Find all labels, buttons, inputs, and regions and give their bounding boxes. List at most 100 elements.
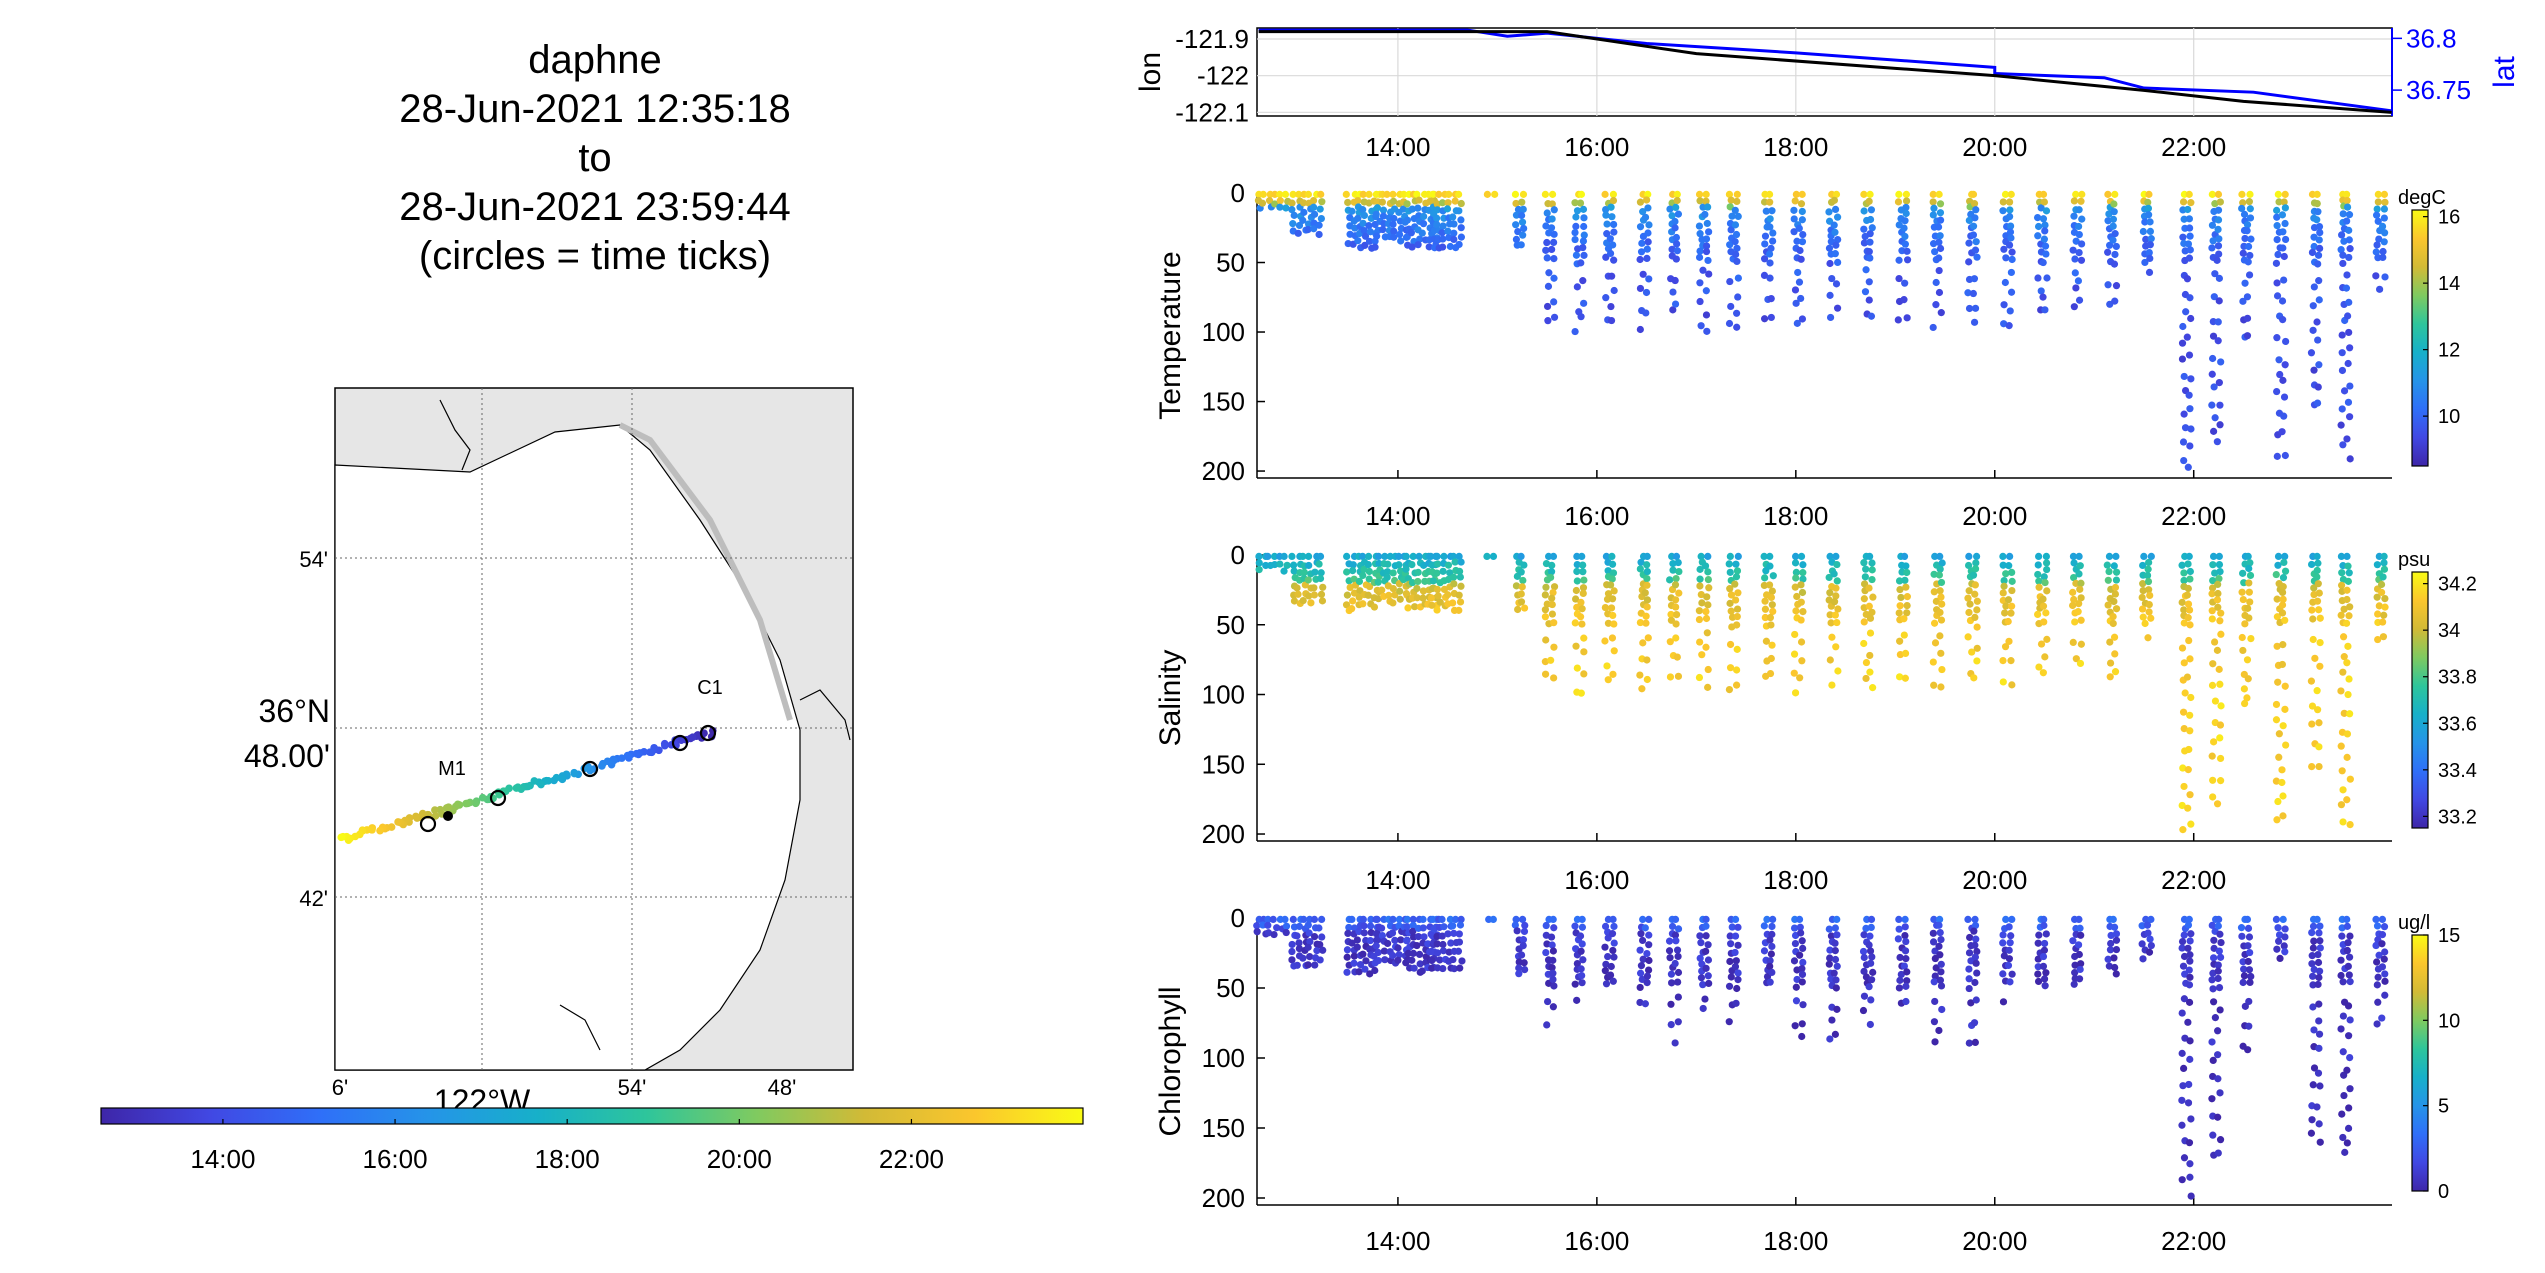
salinity-point xyxy=(1415,552,1423,560)
chlorophyll-point xyxy=(2143,921,2152,929)
salinity-point xyxy=(2034,610,2042,618)
chlorophyll-point xyxy=(1362,957,1370,965)
salinity-point xyxy=(2042,552,2050,560)
salinity-point xyxy=(1304,552,1313,560)
salinity-point xyxy=(2208,752,2216,760)
chlorophyll-point xyxy=(2343,1139,2351,1147)
chlorophyll-point xyxy=(2310,937,2318,945)
chlorophyll-point xyxy=(2034,977,2043,986)
temperature-point xyxy=(2313,318,2321,326)
temperature-point xyxy=(2247,235,2255,243)
salinity-point xyxy=(1609,569,1618,577)
salinity-point xyxy=(2184,804,2192,812)
temperature-point xyxy=(2186,246,2194,254)
temperature-point xyxy=(1607,316,1616,325)
chlorophyll-point xyxy=(1601,967,1609,975)
salinity-point xyxy=(1451,558,1459,566)
chlorophyll-point xyxy=(1665,937,1674,945)
chlorophyll-point xyxy=(1360,922,1368,930)
chlorophyll-point xyxy=(1731,915,1740,924)
temperature-point xyxy=(1932,301,1940,309)
salinity-point xyxy=(2208,607,2216,615)
chlorophyll-point xyxy=(1641,1000,1649,1008)
salinity-point xyxy=(2213,800,2222,808)
chlorophyll-point xyxy=(1768,968,1776,977)
temperature-point xyxy=(1797,200,1806,208)
salinity-point xyxy=(2380,559,2388,567)
temperature-point xyxy=(1795,278,1804,286)
salinity-point xyxy=(2110,633,2119,641)
temperature-point xyxy=(1304,220,1313,228)
temperature-point xyxy=(1902,209,1910,218)
chlorophyll-point xyxy=(1970,1019,1979,1027)
temperature-point xyxy=(1373,232,1381,240)
salinity-point xyxy=(2106,659,2115,667)
temperature-point xyxy=(2145,248,2153,257)
temperature-point xyxy=(1834,213,1842,221)
salinity-point xyxy=(2041,578,2049,587)
chlorophyll-point xyxy=(1515,970,1523,978)
chlorophyll-point xyxy=(1936,951,1944,959)
salinity-point xyxy=(1255,552,1263,560)
salinity-point xyxy=(2315,719,2323,727)
temperature-point xyxy=(2338,366,2347,375)
temperature-point xyxy=(2146,241,2154,249)
temperature-point xyxy=(1734,293,1742,301)
salinity-point xyxy=(1404,604,1412,612)
chlorophyll-point xyxy=(1966,933,1974,942)
salinity-point xyxy=(2216,721,2225,729)
chlorophyll-point xyxy=(1264,921,1272,929)
chlorophyll-point xyxy=(1440,923,1448,931)
temperature-ylabel: Temperature xyxy=(1154,251,1187,419)
chlorophyll-point xyxy=(2184,1099,2193,1107)
chlorophyll-point xyxy=(1790,924,1799,932)
salinity-point xyxy=(2343,586,2351,594)
temperature-point xyxy=(1929,211,1937,219)
map-lat-tick-2: 42' xyxy=(299,886,328,911)
temperature-point xyxy=(1672,233,1681,242)
chlorophyll-point xyxy=(1826,1035,1834,1043)
temperature-colorbar-tick-3: 16 xyxy=(2438,207,2460,229)
temperature-point xyxy=(1271,200,1279,208)
chlorophyll-point xyxy=(2345,1032,2353,1040)
temperature-point xyxy=(1696,247,1704,255)
temperature-point xyxy=(2244,242,2253,251)
temperature-point xyxy=(2209,332,2218,340)
chlorophyll-point xyxy=(1371,966,1379,975)
salinity-point xyxy=(1931,552,1939,560)
station-label-c1: C1 xyxy=(697,677,723,699)
salinity-point xyxy=(2343,595,2351,604)
salinity-point xyxy=(1726,640,1735,649)
salinity-point xyxy=(2185,745,2193,754)
chlorophyll-point xyxy=(1450,965,1458,973)
temperature-point xyxy=(1310,203,1318,211)
chlorophyll-point xyxy=(1705,979,1713,988)
salinity-point xyxy=(1861,573,1869,581)
chlorophyll-point xyxy=(1433,932,1441,941)
chlorophyll-point xyxy=(1826,946,1834,954)
salinity-point xyxy=(1355,577,1364,586)
chlorophyll-point xyxy=(2077,960,2085,968)
salinity-point xyxy=(1938,665,1946,674)
salinity-point xyxy=(1444,591,1452,599)
temperature-point xyxy=(2179,198,2188,206)
salinity-point xyxy=(2112,568,2121,576)
salinity-point xyxy=(1930,588,1938,596)
salinity-point xyxy=(1762,567,1770,575)
chlorophyll-point xyxy=(2281,925,2289,933)
temperature-point xyxy=(1397,237,1405,245)
salinity-point xyxy=(1825,573,1833,582)
temperature-point xyxy=(1360,211,1369,220)
salinity-point xyxy=(2211,569,2219,577)
temperature-point xyxy=(1545,269,1553,277)
salinity-point xyxy=(1385,591,1393,599)
salinity-point xyxy=(2043,587,2051,595)
salinity-point xyxy=(1726,552,1734,560)
salinity-point xyxy=(2244,604,2252,612)
temperature-point xyxy=(1965,258,1973,266)
salinity-point xyxy=(1695,615,1704,624)
chlorophyll-point xyxy=(1318,933,1326,941)
salinity-point xyxy=(1797,552,1806,560)
salinity-point xyxy=(1572,642,1580,650)
salinity-point xyxy=(2069,552,2078,560)
